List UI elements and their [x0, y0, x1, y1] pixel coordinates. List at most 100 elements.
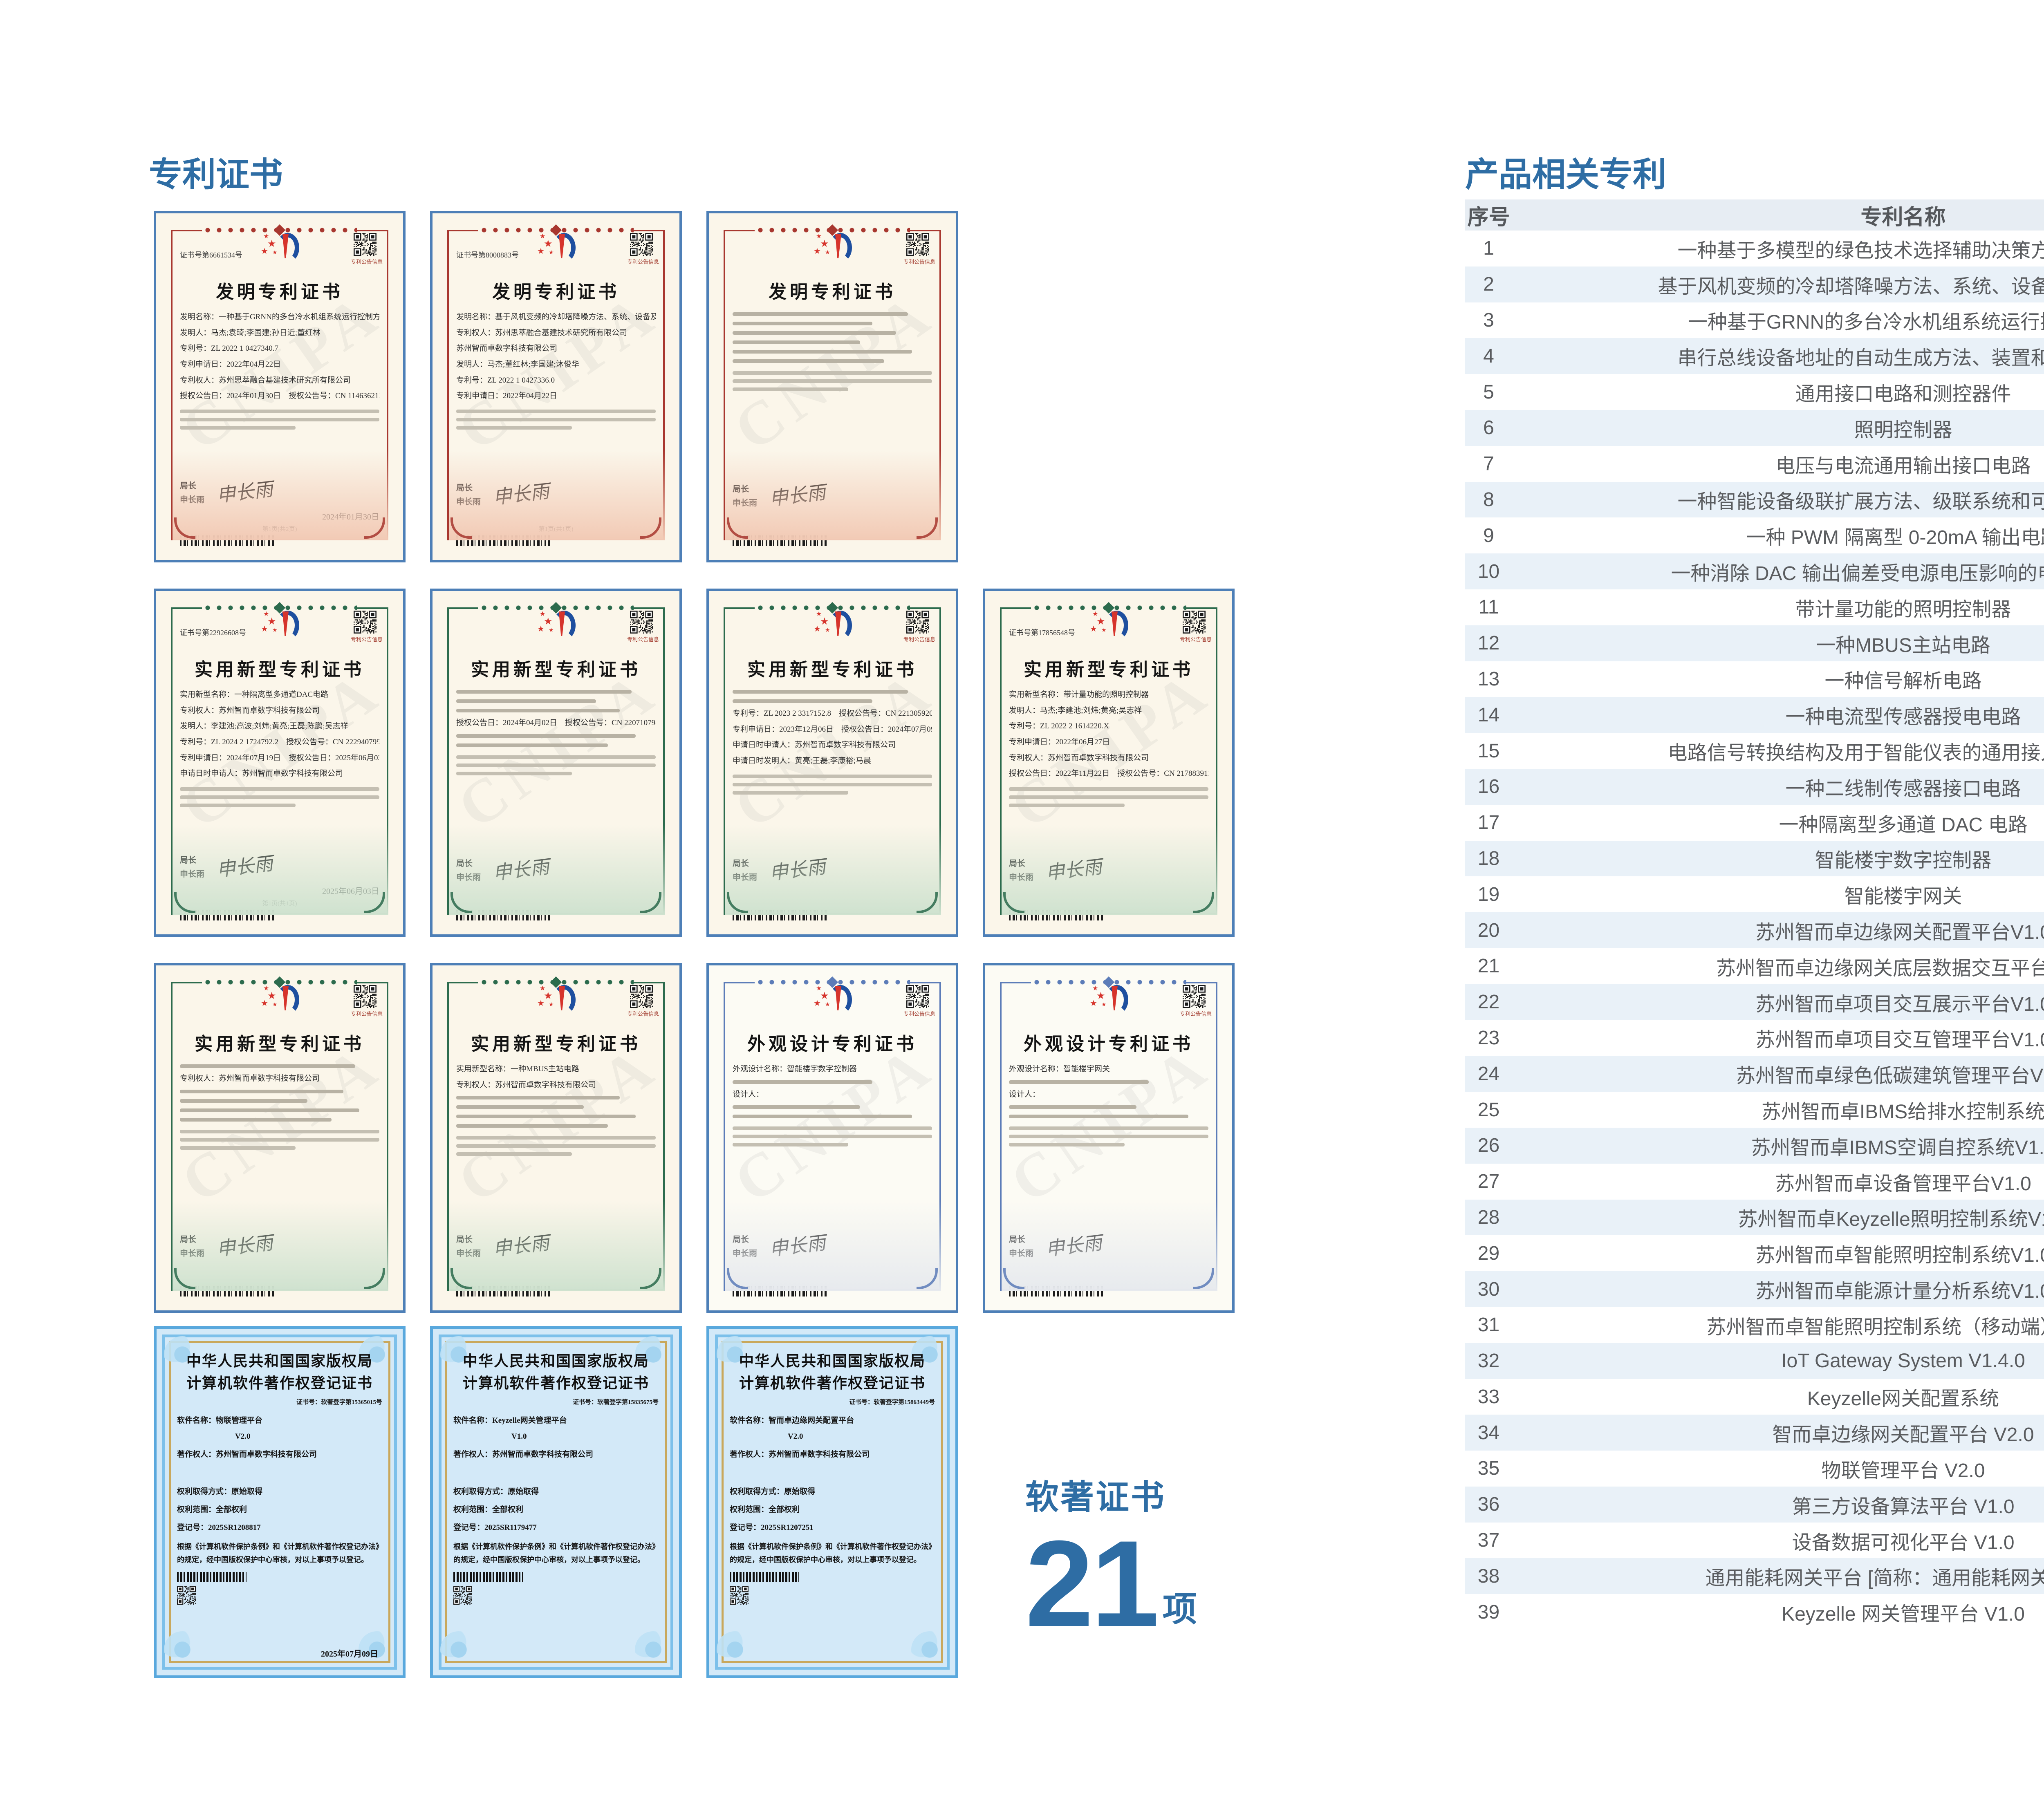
- certificate-field-line: 专利申请日：2022年04月22日: [456, 392, 558, 401]
- cell-no: 24: [1477, 1063, 1500, 1085]
- certificate-field-line: 实用新型名称：一种隔离型多通道DAC电路: [180, 690, 329, 699]
- table-row: 18智能楼宇数字控制器外观: [1465, 840, 2044, 877]
- certificate-field-line: 专利号：ZL 2022 1 0427340.7: [180, 344, 279, 353]
- cell-name: 电路信号转换结构及用于智能仪表的通用接入信号电路: [1667, 742, 2044, 764]
- certificate-field-bar: [733, 690, 908, 694]
- corner-curl-icon: [635, 1336, 672, 1373]
- certificate-date: [733, 888, 932, 898]
- certificate-field-line: 发明名称：基于风机变频的冷却塔降噪方法、系统、设备及存储介质: [456, 313, 656, 321]
- table-row: 16一种二线制传感器接口电路实用新型: [1465, 768, 2044, 805]
- certificate-frame-outer: [162, 1335, 397, 1670]
- software-certificate-title-line1: 中华人民共和国国家版权局: [739, 1353, 926, 1369]
- cell-name: 智能楼宇网关: [1844, 886, 1962, 908]
- software-count-unit: 项: [1162, 1590, 1197, 1628]
- certificate-paragraph: 根据《计算机软件保护条例》和《计算机软件著作权登记办法》的规定，经中国版权保护中…: [730, 1543, 932, 1564]
- cell-name: 苏州智而卓绿色低碳建筑管理平台V1.0: [1736, 1065, 2044, 1087]
- certificate-top-ornament: [755, 222, 910, 238]
- qr-code-icon: [627, 985, 656, 1008]
- director-label: 局长 申长雨: [180, 479, 204, 507]
- barcode: [456, 910, 550, 920]
- barcode: [1009, 1286, 1103, 1296]
- director-title: 局长: [180, 856, 196, 865]
- director-label: 局长 申长雨: [1009, 1233, 1033, 1261]
- certificate-legal-bar: [180, 795, 379, 799]
- certificate-legal-bar: [1009, 787, 1208, 791]
- table-row: 21苏州智而卓边缘网关底层数据交互平台V1.0软著: [1465, 948, 2044, 984]
- cell-no: 12: [1477, 632, 1500, 654]
- certificate-date: [456, 512, 656, 522]
- cell-name: 苏州智而卓边缘网关配置平台V1.0: [1755, 922, 2044, 944]
- director-signature: 申长雨: [492, 480, 551, 508]
- qr-code-icon: [730, 1582, 935, 1607]
- certificate-field-bar: [456, 690, 632, 694]
- certificate-legal-bar: [1009, 804, 1125, 808]
- certificate-field-line: 授权公告日：2022年11月22日 授权公告号：CN 217883912 U: [1009, 769, 1208, 778]
- corner-curl-icon: [717, 1336, 753, 1373]
- cell-no: 30: [1477, 1278, 1500, 1300]
- certificate-page-note: 第1页(共1页): [262, 900, 297, 907]
- corner-curl-icon: [911, 1631, 948, 1668]
- certificate-field-line: 软件名称：Keyzelle网关管理平台: [453, 1416, 567, 1425]
- cell-name: 一种MBUS主站电路: [1816, 634, 1990, 656]
- cnipa-logo-icon: ★ ★ ★ ★: [260, 985, 299, 1014]
- certificate-date: [180, 1264, 379, 1274]
- cell-name: 基于风机变频的冷却塔降噪方法、系统、设备及存储介质: [1658, 275, 2044, 298]
- qr-code-icon: [1180, 985, 1208, 1008]
- director-signature: 申长雨: [1044, 1232, 1103, 1260]
- cert-grid: CNIPA 证书号第6661534号 ★ ★ ★ ★ 专利公告信息 发明专利证书 发明名称：一种…: [154, 211, 1235, 1682]
- certificate-field-line: 专利权人：苏州智而卓数字科技有限公司: [180, 1074, 320, 1083]
- cell-no: 23: [1477, 1027, 1500, 1049]
- director-label: 局长 申长雨: [456, 1233, 481, 1261]
- director-label: 局长 申长雨: [180, 853, 204, 881]
- certificate-field-line: 申请日时发明人：黄亮;王磊;李康裕;马晨: [733, 757, 871, 766]
- certificate-top-ornament: [202, 600, 357, 616]
- barcode: [177, 1572, 247, 1582]
- certificate-software: 中华人民共和国国家版权局 计算机软件著作权登记证书 证书号：软著登字第1586344…: [706, 1326, 958, 1678]
- certificate-legal-bar: [456, 426, 572, 430]
- director-label: 局长 申长雨: [1009, 857, 1033, 884]
- cell-name: 一种基于GRNN的多台冷水机组系统运行控制方法: [1688, 311, 2044, 334]
- table-row: 6照明控制器发明: [1465, 410, 2044, 446]
- certificate-top-ornament: [202, 974, 357, 990]
- director-name: 申长雨: [1009, 873, 1033, 882]
- certificate-field-bar: [180, 1108, 360, 1112]
- cell-name: 第三方设备算法平台 V1.0: [1792, 1496, 2015, 1518]
- cell-name: 物联管理平台 V2.0: [1821, 1460, 1985, 1482]
- certificate-field-line: 登记号：2025SR1207251: [730, 1523, 814, 1532]
- director-name: 申长雨: [733, 1249, 757, 1258]
- certificate-field-bar: [1009, 1115, 1189, 1119]
- cell-name: 苏州智而卓能源计量分析系统V1.0: [1755, 1281, 2044, 1302]
- barcode: [180, 535, 274, 546]
- cell-name: 一种隔离型多通道 DAC 电路: [1779, 814, 2028, 836]
- qr-code-label: 专利公告信息: [627, 636, 659, 643]
- certificate-legal-bar: [733, 790, 849, 795]
- table-row: 5通用接口电路和测控器件发明: [1465, 374, 2044, 410]
- certificate-legal-bar: [1009, 795, 1208, 799]
- cell-no: 22: [1477, 991, 1500, 1013]
- table-row: 11带计量功能的照明控制器实用新型: [1465, 589, 2044, 625]
- certificate-legal-bar: [733, 379, 932, 383]
- qr-code-icon: [351, 233, 379, 256]
- certificate-field-line: 专利申请日：2022年04月22日: [180, 360, 281, 369]
- cell-no: 33: [1477, 1386, 1500, 1408]
- certificate-page-note: [1009, 900, 1208, 907]
- certificate-field-bar: [733, 1105, 861, 1109]
- certificate-field-line: 发明人：马杰;李建池;刘炜;黄亮;吴志祥: [1009, 706, 1142, 715]
- certificate-top-ornament: [755, 974, 910, 990]
- cell-no: 13: [1477, 668, 1500, 690]
- certificate-field-bar: [456, 1124, 608, 1128]
- certificate-field-bar: [456, 1115, 636, 1119]
- certificate-utility: CNIPA 证书号第22926608号 ★ ★ ★ ★ 专利公告信息 实用新型专利证书 实用新型…: [154, 589, 406, 937]
- certificate-field-line: 权利范围：全部权利: [453, 1505, 524, 1514]
- certificate-legal-bar: [733, 387, 849, 391]
- certificate-page-note: [180, 1276, 379, 1283]
- certificate-date: [1009, 888, 1208, 898]
- cell-name: 苏州智而卓IBMS空调自控系统V1.0: [1751, 1137, 2044, 1159]
- certificate-field-line: 专利申请日：2024年07月19日 授权公告日：2025年06月03日: [180, 753, 379, 762]
- certificate-field-line: 登记号：2025SR1208817: [177, 1523, 261, 1532]
